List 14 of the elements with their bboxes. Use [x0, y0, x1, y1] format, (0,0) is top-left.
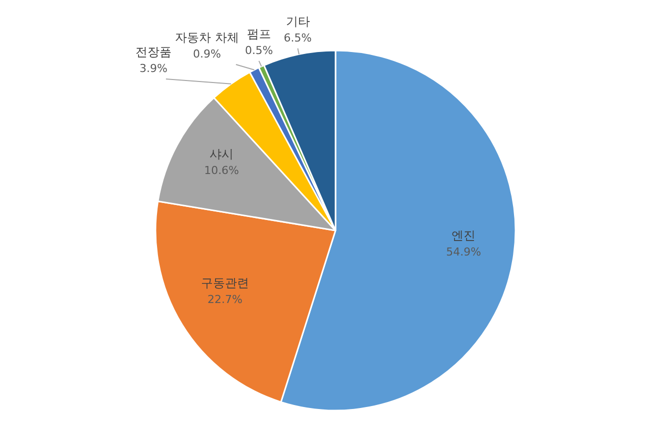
data-label: 10.6% [204, 164, 240, 177]
data-label: 0.5% [244, 44, 273, 57]
data-label: 54.9% [446, 245, 482, 258]
slice-label: 펌프 [246, 26, 271, 41]
slice-label: 샤시 [210, 146, 234, 161]
slice-label: 전장품 [135, 45, 172, 59]
data-label: 22.7% [208, 293, 242, 306]
slice-label: 구동관련 [201, 276, 249, 290]
data-label: 0.9% [192, 48, 221, 61]
slice-label: 엔진 [452, 228, 476, 242]
data-label: 6.5% [284, 31, 312, 44]
slice-label: 기타 [286, 14, 310, 28]
slice-label: 자동차 차체 [175, 30, 239, 45]
data-label: 3.9% [139, 62, 168, 75]
